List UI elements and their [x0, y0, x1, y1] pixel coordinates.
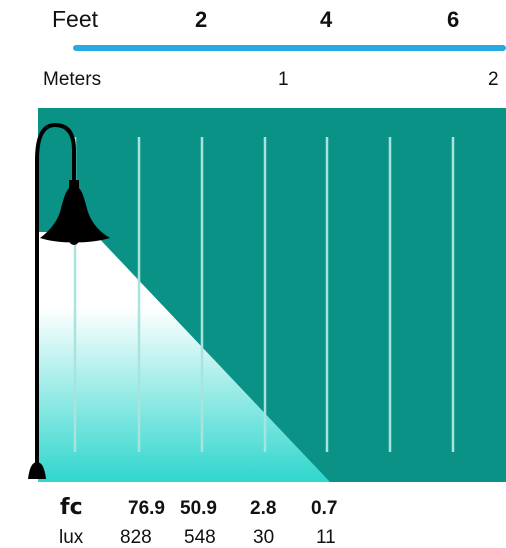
lux-unit-label: lux — [59, 527, 84, 548]
fc-value: 0.7 — [311, 498, 338, 519]
light-beam — [38, 232, 330, 482]
fc-value: 2.8 — [250, 498, 277, 519]
feet-scale-rule — [73, 45, 506, 51]
meters-unit-label: Meters — [43, 69, 102, 90]
feet-unit-label: Feet — [52, 6, 99, 32]
lux-value: 548 — [184, 527, 216, 548]
meters-tick-label: 1 — [278, 69, 289, 90]
meters-tick-label: 2 — [488, 69, 499, 90]
pendant-lamp-icon — [28, 122, 110, 479]
lux-value: 11 — [316, 527, 336, 548]
lux-value: 30 — [253, 527, 275, 548]
feet-tick-label: 6 — [447, 7, 460, 32]
feet-tick-label: 2 — [195, 7, 208, 32]
lux-value: 828 — [120, 527, 152, 548]
fc-value: 76.9 — [128, 498, 165, 519]
fc-value: 50.9 — [180, 498, 217, 519]
fc-unit-label: fc — [60, 495, 83, 520]
feet-tick-label: 4 — [320, 7, 333, 32]
